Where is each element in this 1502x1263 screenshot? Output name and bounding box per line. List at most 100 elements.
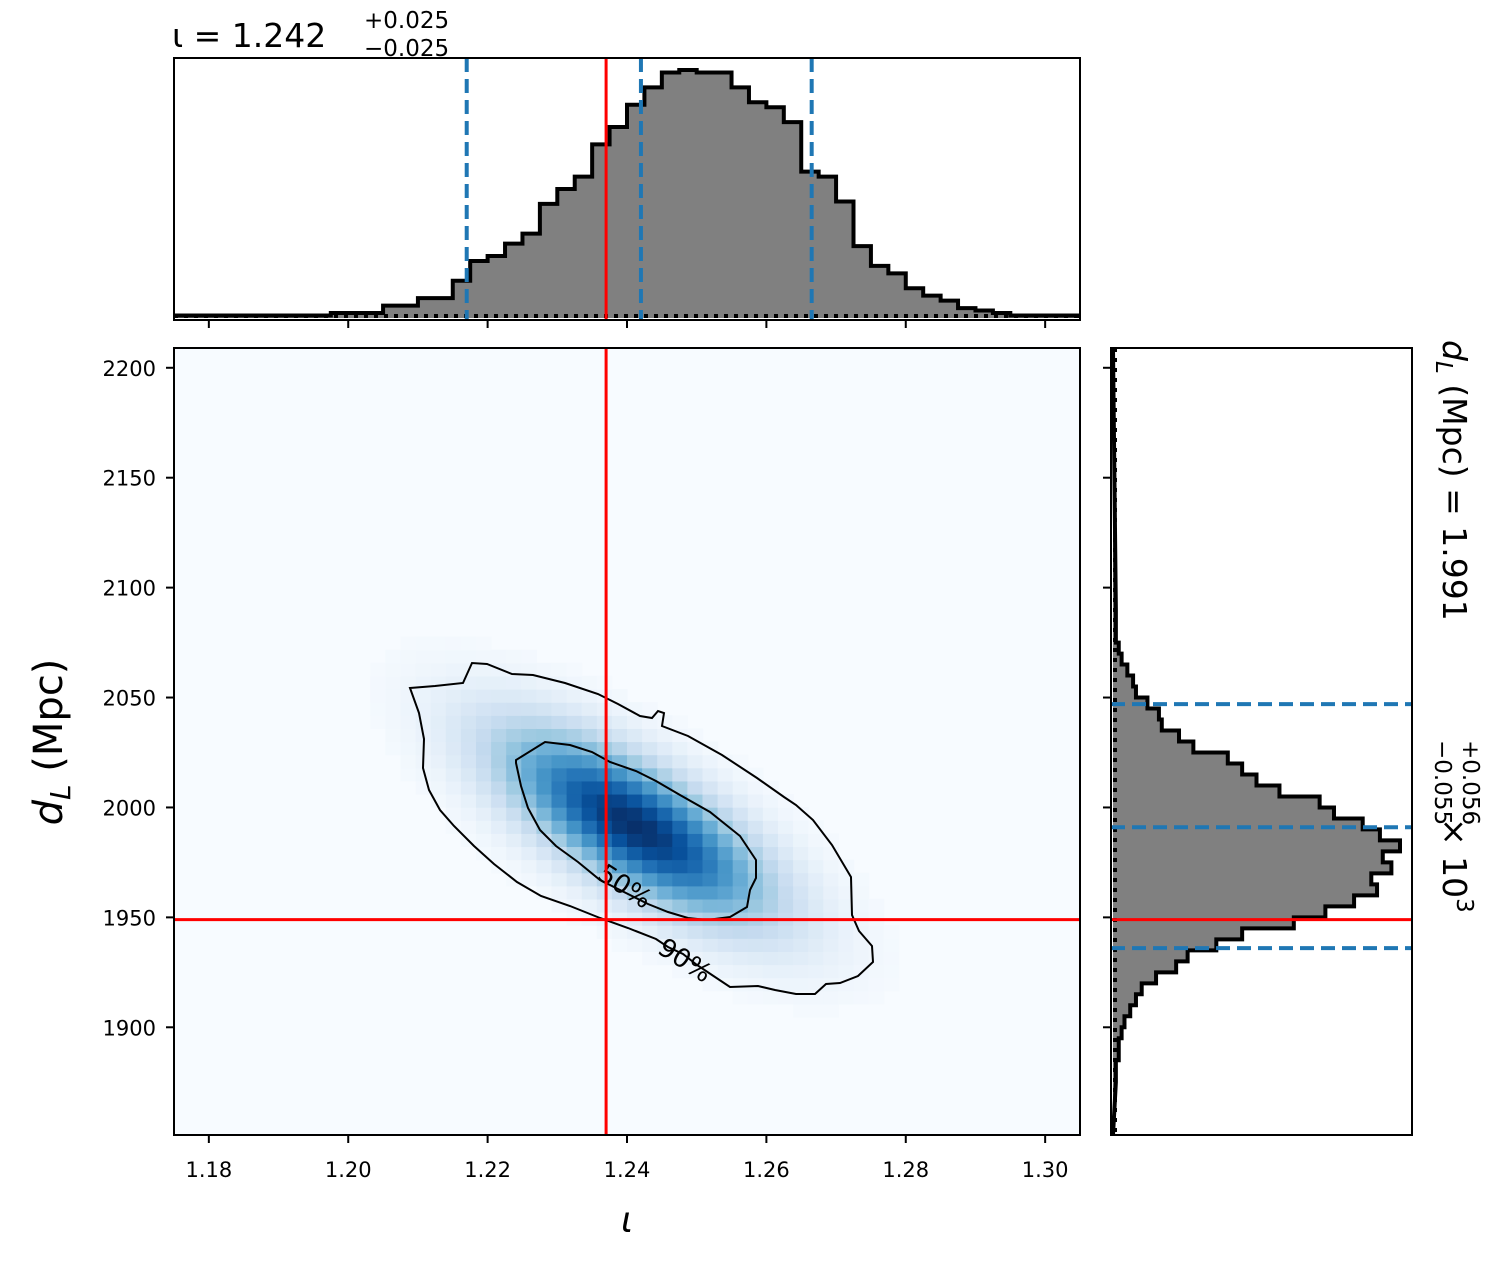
heatmap-cell [778,990,794,1005]
heatmap-cell [793,846,809,861]
heatmap-cell [506,780,522,795]
heatmap-cell [566,675,583,690]
heatmap-cell [445,807,462,821]
heatmap-cell [732,872,749,887]
heatmap-cell [445,636,462,651]
heatmap-cell [657,728,673,743]
heatmap-cell [838,885,855,900]
heatmap-cell [627,820,643,834]
heatmap-cell [672,925,688,939]
heatmap-cell [536,872,553,887]
x-tick-label: 1.28 [882,1158,929,1182]
heatmap-cell [778,938,794,952]
heatmap-cell [611,820,628,834]
y-tick-label: 2100 [103,577,156,601]
main-truth-lines [174,348,1080,1135]
x-tick-label: 1.18 [185,1158,232,1182]
heatmap-cell [460,741,477,756]
heatmap-cell [551,728,568,743]
heatmap-cell [823,898,839,913]
x-tick-label: 1.20 [325,1158,372,1182]
heatmap-cell [611,702,628,716]
heatmap-cell [717,807,734,821]
heatmap-cell [747,964,764,979]
heatmap-cell [385,662,402,677]
heatmap-cell [642,715,658,729]
heatmap-cell [491,833,507,848]
heatmap-cell [566,689,583,703]
heatmap-cell [762,938,779,952]
heatmap-cell [370,689,386,703]
heatmap-cell [747,898,764,913]
heatmap-cell [642,767,658,782]
heatmap-cell [491,780,507,795]
heatmap-cell [415,689,432,703]
heatmap-cell [808,977,824,992]
heatmap-cell [657,846,673,861]
heatmap-cell [521,649,537,664]
heatmap-cell [747,951,764,966]
heatmap-cell [491,741,507,756]
heatmap-cell [687,925,704,939]
heatmap-cell [385,689,402,703]
heatmap-cell [762,951,779,966]
heatmap-cell [566,728,583,743]
heatmap-cell [566,754,583,769]
heatmap-cell [611,859,628,874]
heatmap-cell [611,793,628,808]
heatmap-cell [732,793,749,808]
heatmap-cell [627,898,643,913]
top-histogram-panel: ι = 1.242 +0.025 −0.025 [172,8,1081,328]
heatmap-cell [551,898,568,913]
heatmap-cell [762,964,779,979]
heatmap-cell [747,780,764,795]
heatmap-cell [611,898,628,913]
heatmap-cell [642,741,658,756]
heatmap-cell [476,662,492,677]
heatmap-cell [430,675,447,690]
heatmap-cell [823,859,839,874]
heatmap-cell [657,807,673,821]
heatmap-cell [823,964,839,979]
heatmap-cell [385,675,402,690]
y-title-err-minus: −0.055 [1429,740,1455,825]
heatmap-cell [460,807,477,821]
heatmap-cell [853,951,870,966]
heatmap-cell [717,780,734,795]
heatmap-cell [491,846,507,861]
heatmap-cell [460,649,477,664]
heatmap-cell [778,964,794,979]
heatmap-cell [642,728,658,743]
x-tick-label: 1.26 [743,1158,790,1182]
heatmap-cell [702,859,719,874]
heatmap-cell [823,833,839,848]
heatmap-cell [762,990,779,1005]
heatmap-cell [717,951,734,966]
heatmap-cell [476,754,492,769]
heatmap-cell [445,662,462,677]
heatmap-cell [521,689,537,703]
heatmap-cell [853,977,870,992]
heatmap-cell [445,793,462,808]
heatmap-cell [430,793,447,808]
heatmap-cell [551,767,568,782]
heatmap-cell [702,951,719,966]
heatmap-cell [672,807,688,821]
heatmap-cell [506,741,522,756]
heatmap-cell [551,793,568,808]
heatmap-cell [747,885,764,900]
heatmap-cell [808,938,824,952]
heatmap-cell [536,793,553,808]
heatmap-cell [868,964,885,979]
heatmap-cell [793,885,809,900]
heatmap-cell [747,977,764,992]
heatmap-cell [642,885,658,900]
right-histogram-fill [1113,348,1400,1135]
heatmap-cell [581,820,598,834]
heatmap-cell [430,702,447,716]
heatmap-cell [672,715,688,729]
heatmap-cell [687,793,704,808]
y-tick-label: 1950 [103,906,156,930]
y-title-exp: 3 [1451,898,1477,913]
heatmap-cell [778,885,794,900]
